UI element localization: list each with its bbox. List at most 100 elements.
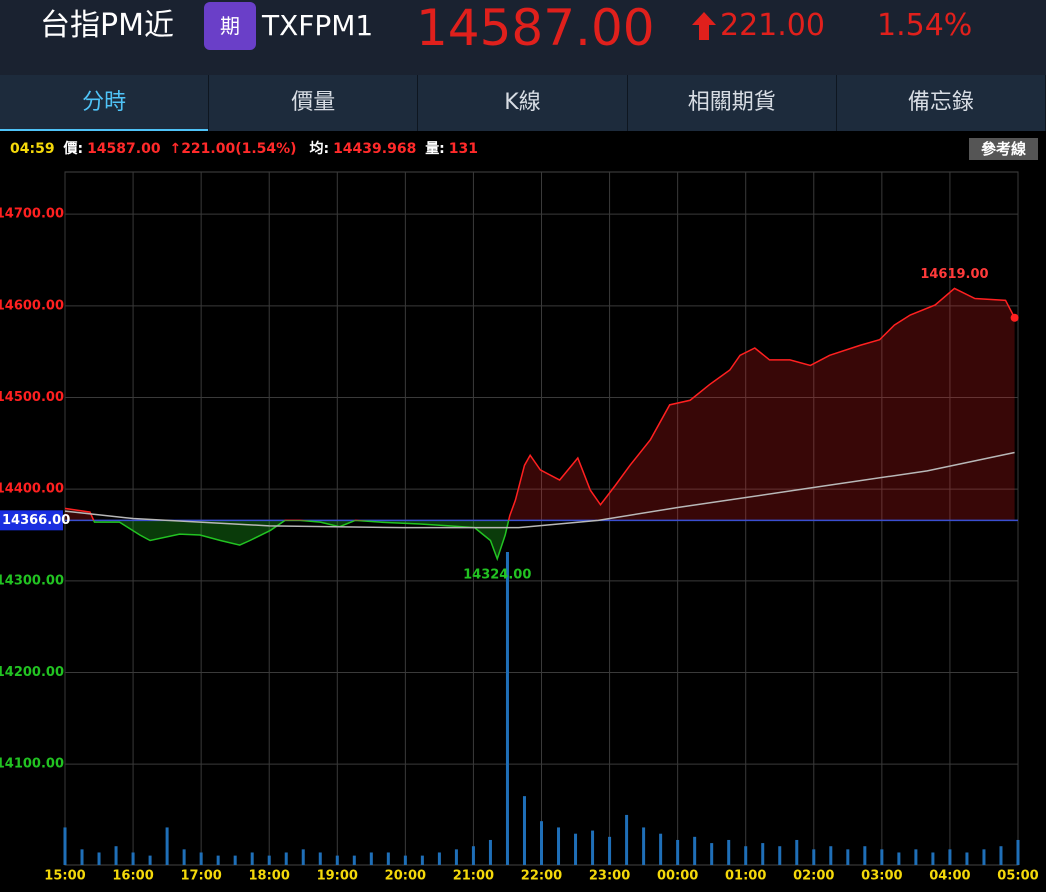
- label: 量:: [425, 141, 445, 157]
- volume-bar: [352, 855, 356, 865]
- volume-bar: [540, 821, 543, 865]
- volume-bar: [216, 855, 220, 865]
- volume-bar: [880, 849, 884, 865]
- volume-bar: [437, 852, 441, 865]
- y-tick-label: 14500.00: [0, 390, 64, 405]
- price: 14587.00: [87, 141, 161, 157]
- x-tick-label: 19:00: [317, 869, 358, 884]
- volume-bar: [301, 849, 305, 865]
- volume-bar: [114, 846, 118, 865]
- label: 均:: [309, 141, 330, 157]
- volume-bar: [233, 855, 237, 865]
- x-tick-label: 04:00: [929, 869, 970, 884]
- volume-bar: [97, 852, 101, 865]
- x-tick-label: 18:00: [249, 869, 290, 884]
- code: TXFPM1: [262, 9, 374, 42]
- volume-bar: [948, 849, 952, 865]
- tab[interactable]: 價量: [209, 75, 419, 131]
- volume-bar: [318, 852, 322, 865]
- x-tick-label: 15:00: [44, 869, 85, 884]
- x-tick-label: 23:00: [589, 869, 630, 884]
- volume-bar: [591, 830, 595, 865]
- percent: 1.54%: [877, 8, 973, 43]
- volume-bar: [80, 849, 84, 865]
- volume-bar: [999, 846, 1003, 865]
- x-tick-label: 21:00: [453, 869, 494, 884]
- volume-bar: [863, 846, 867, 865]
- volume-bar: [131, 852, 135, 865]
- extreme-label: 14324.00: [463, 567, 531, 582]
- time: 04:59: [10, 141, 55, 157]
- volume-bar: [454, 849, 458, 865]
- volume-bar: [625, 814, 629, 865]
- volume-bar: [829, 846, 833, 865]
- volume-bar: [965, 852, 969, 865]
- volume-bar: [761, 843, 765, 865]
- volume-bar: [386, 852, 390, 865]
- reference-button[interactable]: 參考線: [968, 138, 1038, 160]
- volume-bar: [982, 849, 986, 865]
- reference-label-box: [0, 510, 63, 531]
- x-tick-label: 05:00: [997, 869, 1038, 884]
- label: 價:: [63, 141, 84, 157]
- extreme-label: 14619.00: [920, 267, 988, 282]
- volume-bar: [199, 852, 203, 865]
- y-tick-label: 14300.00: [0, 573, 64, 588]
- x-tick-label: 01:00: [725, 869, 766, 884]
- volume-bar: [182, 849, 186, 865]
- volume-bar: [284, 852, 288, 865]
- x-tick-label: 00:00: [657, 869, 698, 884]
- x-tick-label: 16:00: [112, 869, 153, 884]
- volume-bar: [505, 552, 509, 865]
- x-tick-label: 20:00: [385, 869, 426, 884]
- volume-bar: [250, 852, 254, 865]
- price-line-up: [64, 287, 1016, 521]
- volume-bar: [165, 827, 169, 865]
- volume-bar: [778, 846, 782, 865]
- average: 14439.968: [333, 141, 417, 157]
- change: 221.00: [720, 8, 825, 43]
- price-area-up: [65, 288, 1015, 521]
- volume-bar: [727, 839, 731, 865]
- volume-bar: [608, 836, 612, 865]
- tab[interactable]: 備忘錄: [837, 75, 1046, 131]
- info-bar: 04:59 價: 14587.00 ↑221.00(1.54%) 均: 14439.…: [0, 136, 1046, 162]
- badge: 期: [204, 2, 256, 50]
- y-tick-label: 14700.00: [0, 207, 64, 222]
- tab[interactable]: K線: [418, 75, 628, 131]
- volume: 131: [448, 141, 479, 157]
- price-area-down: [93, 520, 509, 559]
- volume-bar: [1016, 839, 1020, 865]
- tab[interactable]: 相關期貨: [628, 75, 837, 131]
- volume-bar: [846, 849, 850, 865]
- volume-bar: [420, 855, 424, 865]
- x-tick-label: 03:00: [861, 869, 902, 884]
- y-tick-label: 14200.00: [0, 665, 64, 680]
- price-line-down: [92, 520, 510, 562]
- volume-bar: [488, 839, 492, 865]
- volume-bar: [744, 846, 748, 865]
- volume-bar: [931, 852, 935, 865]
- volume-bar: [795, 839, 799, 865]
- tab-bar: 分時 價量 K線 相關期貨 備忘錄: [0, 75, 1046, 131]
- y-tick-label: 14100.00: [0, 757, 64, 772]
- volume-bar: [369, 852, 373, 865]
- volume-bar: [471, 846, 475, 865]
- volume-bar: [659, 833, 663, 865]
- quote-header: 台指PM近 期 TXFPM1 14587.00 221.00 1.54%: [0, 0, 1046, 75]
- last-price-dot: [1010, 313, 1019, 322]
- volume-bar: [148, 855, 152, 865]
- volume-bar: [897, 852, 901, 865]
- tab[interactable]: 分時: [0, 75, 210, 131]
- instrument-name: 台指PM近: [40, 8, 174, 43]
- volume-bar: [642, 827, 646, 865]
- average-line: [64, 451, 1015, 529]
- volume-bar: [574, 833, 578, 865]
- y-tick-label: 14600.00: [0, 298, 64, 313]
- change: ↑221.00(1.54%): [169, 141, 297, 157]
- x-tick-label: 17:00: [180, 869, 221, 884]
- volume-bar: [267, 855, 271, 865]
- volume-bar: [522, 796, 526, 865]
- volume-bar: [63, 827, 67, 865]
